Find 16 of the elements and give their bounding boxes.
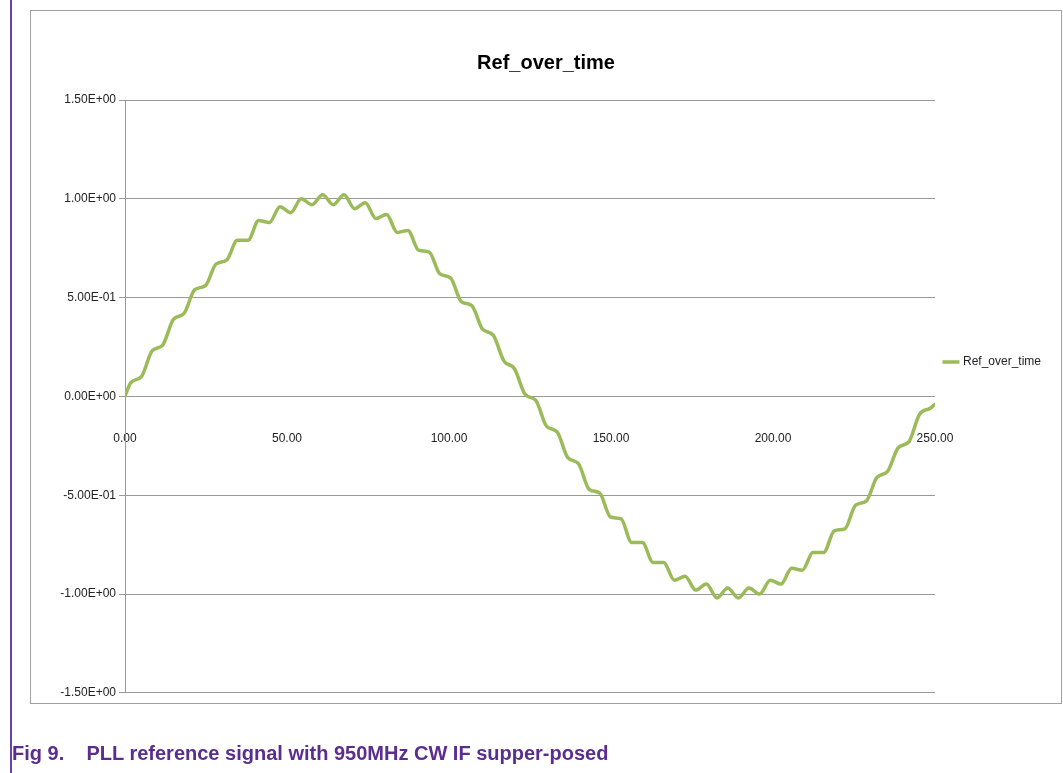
y-tick-label: 5.00E-01 [67,289,117,304]
caption: Fig 9. PLL reference signal with 950MHz CW IF supper-posed [12,742,609,765]
x-tick-label: 100.00 [430,430,468,445]
y-tick-label: -5.00E-01 [63,487,117,502]
y-tick-label: 1.50E+00 [64,92,117,107]
y-tick-label: 0.00E+00 [64,388,117,403]
x-tick-label: 0.00 [113,430,137,445]
legend-label: Ref_over_time [962,354,1042,369]
x-tick-label: 150.00 [592,430,630,445]
x-tick-label: 50.00 [271,430,303,445]
y-tick-label: -1.00E+00 [60,586,117,601]
x-tick-label: 250.00 [916,430,954,445]
chart-title: Ref_over_time [477,50,615,73]
x-tick-label: 200.00 [754,430,792,445]
y-tick-label: 1.00E+00 [64,191,117,206]
y-tick-label: -1.50E+00 [60,685,117,700]
